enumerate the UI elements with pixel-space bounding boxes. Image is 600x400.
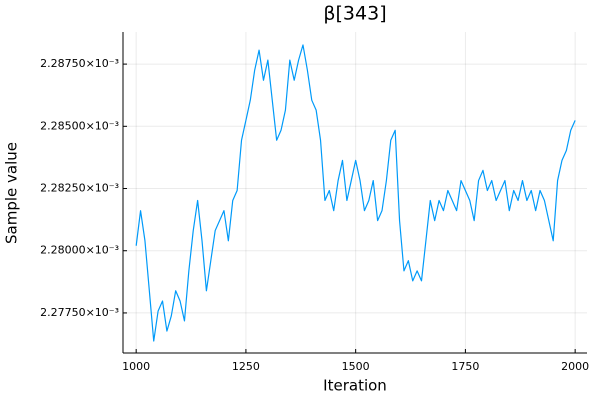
trace-line <box>135 44 576 342</box>
x-tick-label: 1250 <box>232 360 260 373</box>
x-axis-label: Iteration <box>323 377 387 395</box>
y-tick-label: 2.27750×10⁻³ <box>40 306 119 319</box>
x-tick-label: 1500 <box>342 360 370 373</box>
y-tick-label: 2.28500×10⁻³ <box>40 119 119 132</box>
y-tick-label: 2.28250×10⁻³ <box>40 182 119 195</box>
x-tick-label: 1000 <box>122 360 150 373</box>
y-axis-label: Sample value <box>3 142 21 244</box>
y-tick-label: 2.28750×10⁻³ <box>40 57 119 70</box>
x-tick-label: 1750 <box>451 360 479 373</box>
chart-title: β[343] <box>323 3 386 25</box>
y-tick-label: 2.28000×10⁻³ <box>40 244 119 257</box>
x-tick-label: 2000 <box>561 360 589 373</box>
